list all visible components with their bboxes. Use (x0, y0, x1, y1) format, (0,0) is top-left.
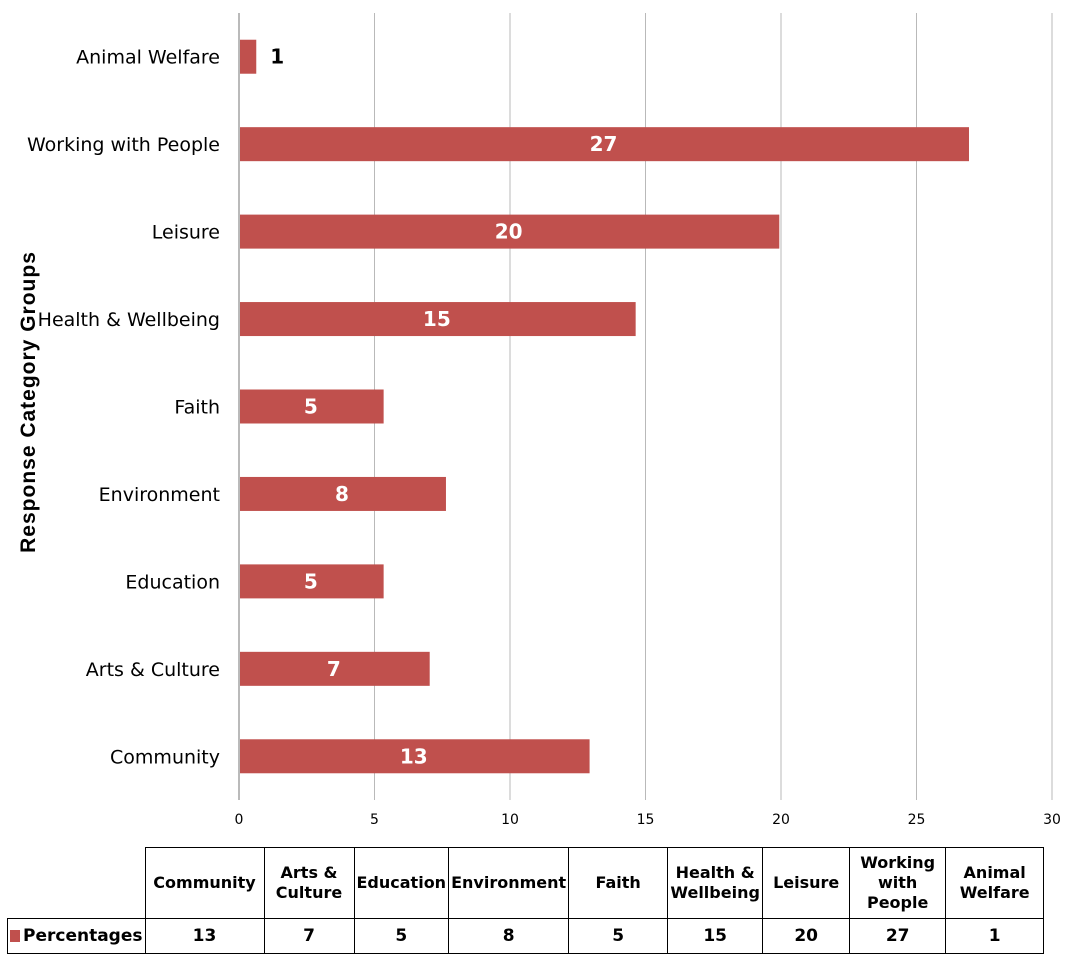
bar-data-label: 15 (423, 307, 451, 331)
x-tick-label: 5 (370, 812, 379, 828)
y-category-label: Community (110, 746, 220, 768)
x-tick-label: 30 (1043, 812, 1061, 828)
x-tick-label: 25 (908, 812, 926, 828)
bar (240, 739, 590, 774)
legend-key-swatch (10, 930, 20, 942)
data-table-values-row: Percentages 13 7 5 8 5 15 20 27 1 (7, 918, 1045, 954)
data-table-header-cell: Faith (568, 847, 669, 919)
bar (240, 564, 384, 599)
y-category-label: Health & Wellbeing (38, 309, 220, 331)
y-category-label: Faith (174, 397, 220, 419)
bar-data-label: 1 (270, 45, 284, 69)
y-category-label: Environment (99, 484, 220, 506)
data-table-series-name: Percentages (23, 926, 143, 946)
x-tick-label: 15 (637, 812, 655, 828)
y-category-label: Working with People (27, 134, 220, 156)
data-table-header-cell: Environment (448, 847, 570, 919)
data-table-value-cell: 13 (144, 918, 265, 954)
bar (240, 127, 969, 162)
bar-data-label: 27 (590, 132, 618, 156)
bar (240, 302, 636, 337)
bar-chart: 13 7 5 8 5 15 20 27 1 Community Arts & Culture Edu… (17, 13, 1061, 828)
data-table-header-cell: Leisure (762, 847, 851, 919)
bar-data-label: 5 (304, 395, 318, 419)
bar-data-label: 8 (335, 482, 349, 506)
data-table-header-cell: Community (144, 847, 265, 919)
data-table-header-cell: Working with People (849, 847, 947, 919)
data-table-header-cell: Education (353, 847, 450, 919)
data-table-header-cell: Animal Welfare (945, 847, 1045, 919)
bar (240, 39, 257, 74)
data-table-value-cell: 1 (945, 918, 1045, 954)
data-table-value-cell: 15 (667, 918, 764, 954)
data-table-header-row: Community Arts & Culture Education Environm… (7, 847, 1045, 919)
x-tick-label: 20 (772, 812, 790, 828)
bar-data-label: 20 (495, 220, 523, 244)
x-tick-label: 10 (501, 812, 519, 828)
data-table-value-cell: 20 (762, 918, 851, 954)
data-table-value-cell: 8 (448, 918, 570, 954)
data-table-value-cell: 5 (568, 918, 669, 954)
x-tick-label: 0 (235, 812, 244, 828)
y-category-label: Animal Welfare (76, 47, 220, 69)
data-table-header-cell: Arts & Culture (263, 847, 355, 919)
data-table-corner (7, 847, 146, 919)
category-labels: Community Arts & Culture Education Environm… (27, 47, 220, 769)
bar (240, 651, 430, 686)
y-axis-title: Response Category Groups (17, 251, 40, 553)
bars: 13 7 5 8 5 15 20 27 1 (240, 39, 969, 774)
bar-data-label: 5 (304, 569, 318, 593)
y-category-label: Leisure (152, 222, 220, 244)
data-table: Community Arts & Culture Education Environm… (7, 847, 1045, 954)
bar (240, 476, 446, 511)
data-table-series-cell: Percentages (7, 918, 146, 954)
data-table-value-cell: 5 (353, 918, 450, 954)
bar (240, 389, 384, 424)
data-table-header-cell: Health & Wellbeing (667, 847, 764, 919)
data-table-value-cell: 7 (263, 918, 355, 954)
bar-data-label: 7 (327, 657, 341, 681)
y-category-label: Arts & Culture (86, 659, 220, 681)
x-tick-labels: 0 5 10 15 20 25 30 (235, 812, 1061, 828)
y-category-label: Education (125, 571, 220, 593)
bar-data-label: 13 (400, 744, 428, 768)
bar (240, 214, 780, 249)
data-table-value-cell: 27 (849, 918, 947, 954)
